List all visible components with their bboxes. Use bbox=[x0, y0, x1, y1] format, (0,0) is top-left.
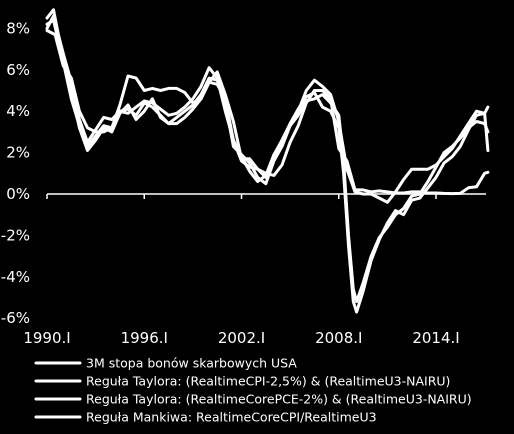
x-tick-label: 2002.I bbox=[218, 329, 265, 347]
series-line-4 bbox=[45, 14, 490, 204]
x-tick-label: 2014.I bbox=[412, 329, 459, 347]
y-tick-label: -4% bbox=[1, 268, 30, 286]
y-tick-label: 4% bbox=[6, 102, 30, 120]
y-tick-label: 0% bbox=[6, 185, 30, 203]
series-line-2 bbox=[45, 8, 490, 314]
y-tick-label: -2% bbox=[1, 226, 30, 244]
y-tick-label: -6% bbox=[1, 309, 30, 327]
tick-labels: 8% 6% 4% 2% 0% -2% -4% -6% 1990.I 1996.I 2002.I 200… bbox=[1, 19, 460, 347]
series-layer bbox=[45, 8, 490, 314]
y-tick-label: 2% bbox=[6, 144, 30, 162]
legend: 3M stopa bonów skarbowych USA Reguła Tayl… bbox=[34, 356, 472, 425]
legend-label: Reguła Mankiwa: RealtimeCoreCPI/Realtime… bbox=[86, 410, 377, 425]
legend-label: Reguła Taylora: (RealtimeCPI-2,5%) & (Re… bbox=[86, 374, 450, 389]
y-tick-label: 6% bbox=[6, 61, 30, 79]
series-line-3 bbox=[45, 18, 490, 304]
x-tick-label: 1990.I bbox=[23, 329, 70, 347]
x-tick-label: 1996.I bbox=[121, 329, 168, 347]
y-tick-label: 8% bbox=[6, 19, 30, 37]
x-tick-label: 2008.I bbox=[315, 329, 362, 347]
legend-label: 3M stopa bonów skarbowych USA bbox=[86, 356, 297, 371]
legend-label: Reguła Taylora: (RealtimeCorePCE-2%) & (… bbox=[86, 392, 472, 407]
axis-layer bbox=[46, 193, 486, 199]
